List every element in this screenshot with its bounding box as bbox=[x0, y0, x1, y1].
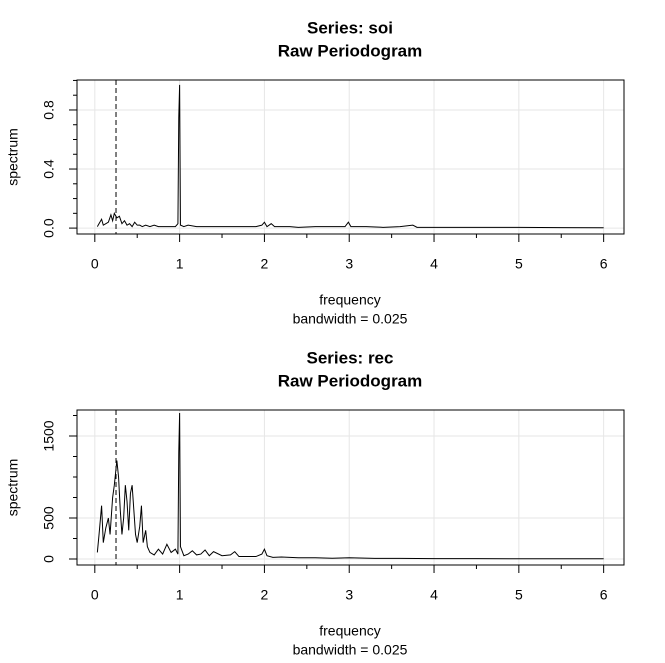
x-tick-label: 4 bbox=[430, 256, 438, 272]
x-tick-label: 5 bbox=[515, 256, 523, 272]
x-axis-label: frequency bbox=[319, 292, 380, 308]
x-tick-label: 1 bbox=[176, 587, 184, 603]
y-tick-label: 0.4 bbox=[41, 159, 57, 179]
x-tick-label: 3 bbox=[345, 587, 353, 603]
chart-title: Series: soi bbox=[307, 18, 393, 37]
x-tick-label: 6 bbox=[600, 256, 608, 272]
x-tick-label: 5 bbox=[515, 587, 523, 603]
y-axis-label: spectrum bbox=[5, 459, 21, 517]
chart-subtitle: Raw Periodogram bbox=[278, 41, 423, 60]
y-axis-label: spectrum bbox=[5, 128, 21, 186]
x-axis-note: bandwidth = 0.025 bbox=[293, 642, 408, 658]
x-tick-label: 0 bbox=[91, 587, 99, 603]
x-tick-label: 1 bbox=[176, 256, 184, 272]
spectrum-line bbox=[96, 84, 604, 229]
x-tick-label: 2 bbox=[261, 256, 269, 272]
x-tick-label: 3 bbox=[345, 256, 353, 272]
x-axis-label: frequency bbox=[319, 623, 380, 639]
x-tick-label: 2 bbox=[261, 587, 269, 603]
y-tick-label: 0.0 bbox=[41, 218, 57, 238]
x-tick-label: 0 bbox=[91, 256, 99, 272]
chart-title: Series: rec bbox=[307, 348, 394, 367]
plot-box bbox=[76, 79, 625, 235]
spectrum-line bbox=[96, 413, 604, 560]
y-tick-label: 500 bbox=[41, 506, 57, 530]
x-tick-label: 4 bbox=[430, 587, 438, 603]
y-tick-label: 0.8 bbox=[41, 100, 57, 120]
y-tick-label: 1500 bbox=[41, 420, 57, 451]
plot-box bbox=[76, 409, 625, 566]
y-tick-label: 0 bbox=[41, 555, 57, 563]
x-axis-note: bandwidth = 0.025 bbox=[293, 311, 408, 327]
chart-subtitle: Raw Periodogram bbox=[278, 371, 423, 390]
x-tick-label: 6 bbox=[600, 587, 608, 603]
